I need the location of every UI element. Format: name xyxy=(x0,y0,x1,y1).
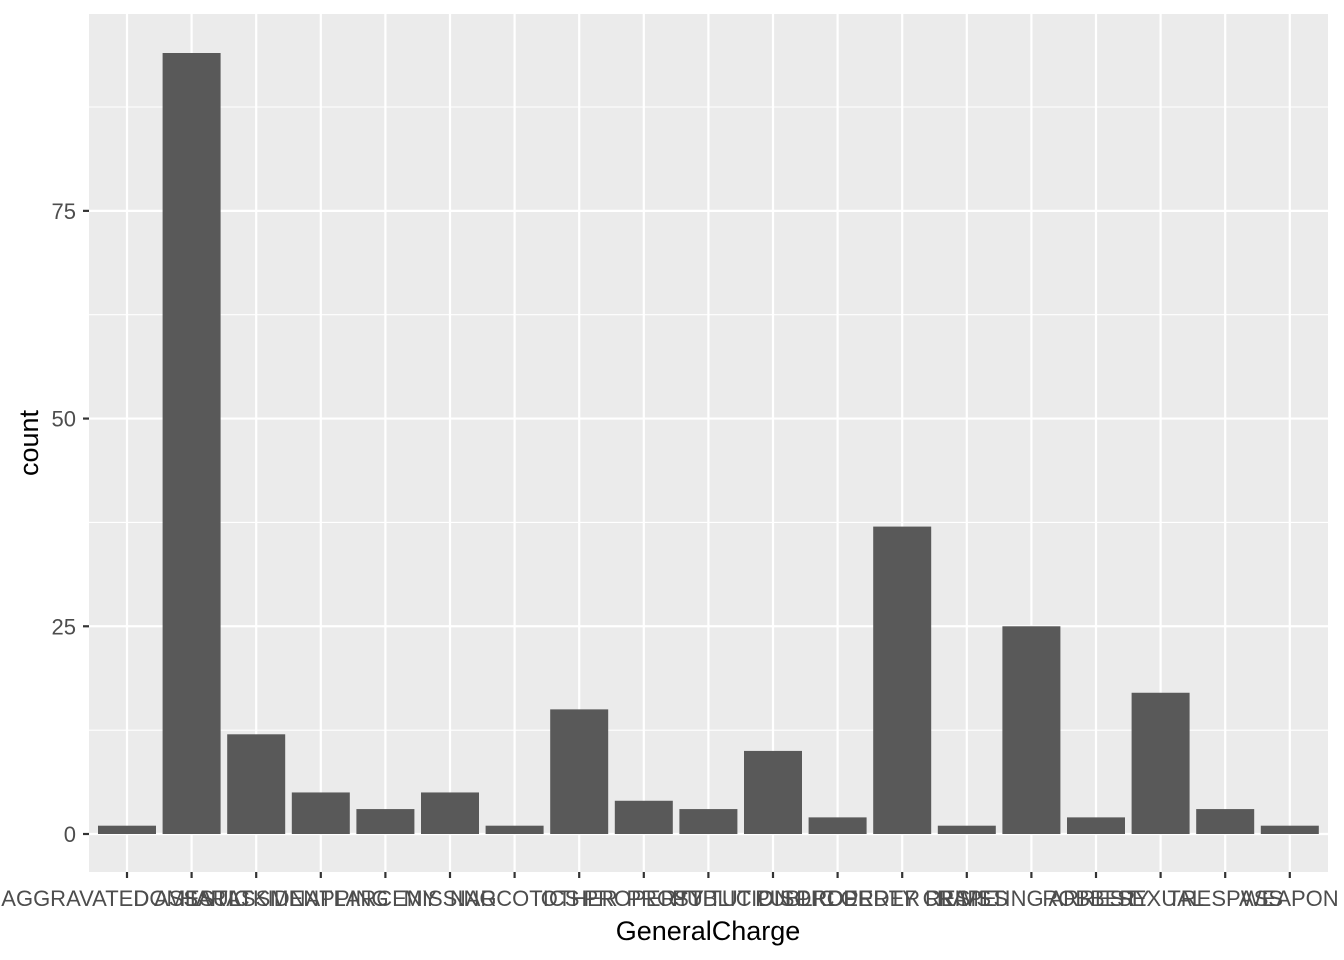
x-tick-label: DOMESTIC xyxy=(134,886,250,911)
y-axis: 0 25 50 75 xyxy=(52,199,89,847)
x-tick-label: WEAPON xyxy=(1241,886,1339,911)
y-axis-title: count xyxy=(14,409,44,476)
bar xyxy=(227,734,286,834)
x-tick-label: RESISTING ARREST xyxy=(925,886,1138,911)
bar xyxy=(550,709,609,834)
bar xyxy=(421,792,479,834)
x-tick-label: AGGRAVATED ASSAULT xyxy=(1,886,252,911)
bar xyxy=(1260,825,1319,834)
y-tick-label: 0 xyxy=(64,822,76,847)
bar xyxy=(1067,817,1125,834)
bar xyxy=(485,825,544,834)
bar xyxy=(614,800,673,834)
bar xyxy=(679,809,738,834)
x-tick-label: PROPERTY CRIMES xyxy=(796,886,1008,911)
x-tick-label: TRESPASS xyxy=(1167,886,1283,911)
x-tick-label: KIDNAPPING xyxy=(253,886,389,911)
bar xyxy=(1131,692,1190,834)
x-tick-label: SEXUAL xyxy=(1117,886,1204,911)
bar xyxy=(1196,809,1255,834)
bar xyxy=(1002,626,1061,834)
bar xyxy=(937,825,996,834)
x-tick-label: MISSING xyxy=(404,886,497,911)
bar xyxy=(98,825,156,834)
x-tick-label: PUBLIC ORDER xyxy=(755,886,920,911)
x-tick-label: PUBLIC DISORDER xyxy=(672,886,874,911)
x-tick-label: ROBBERY xyxy=(1042,886,1150,911)
x-tick-label: HARASSMENT xyxy=(180,886,333,911)
bar xyxy=(291,792,350,834)
x-tick-label: PROSTITUTION xyxy=(627,886,791,911)
bar xyxy=(808,817,867,834)
x-tick-label: LARCENY xyxy=(333,886,437,911)
bar xyxy=(356,809,415,834)
bar xyxy=(162,53,221,834)
x-axis-title: GeneralCharge xyxy=(616,916,801,946)
y-tick-label: 50 xyxy=(52,407,76,432)
x-tick-label: NARCOTICS xyxy=(450,886,580,911)
x-tick-label: RAPE xyxy=(937,886,997,911)
x-axis: AGGRAVATED ASSAULTDOMESTICHARASSMENTKIDN… xyxy=(1,872,1339,911)
y-tick-label: 75 xyxy=(52,199,76,224)
bars xyxy=(98,53,1319,834)
bar xyxy=(744,750,802,834)
x-tick-label: PROPERTY xyxy=(583,886,704,911)
y-tick-label: 25 xyxy=(52,614,76,639)
bar xyxy=(873,526,932,834)
x-tick-label: OTHER xyxy=(541,886,618,911)
